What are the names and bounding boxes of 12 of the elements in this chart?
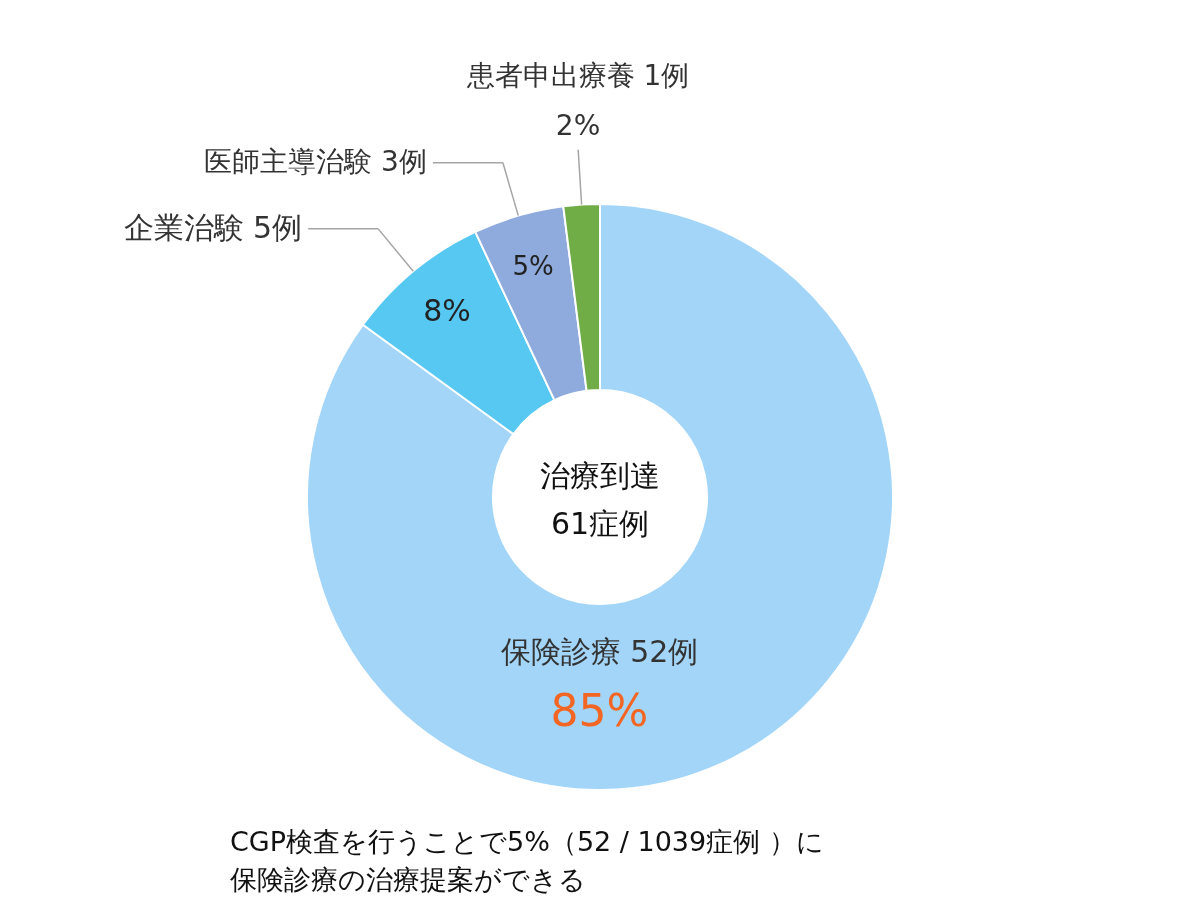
slice-label: 患者申出療養 1例 <box>465 59 690 92</box>
data-label: 5% <box>512 250 554 281</box>
data-label: 8% <box>423 293 471 329</box>
donut-slice <box>306 203 894 791</box>
slice-label: 保険診療 52例 <box>500 633 699 669</box>
text: 保険診療の治療提案ができる <box>230 864 586 895</box>
data-label: 2% <box>555 109 601 142</box>
slice-label: 企業治験 5例 <box>123 209 303 245</box>
data-label: 85% <box>550 684 649 736</box>
text: 治療到達 61症例 <box>540 458 660 541</box>
slice-label: 医師主導治験 3例 <box>204 144 427 178</box>
text: CGP検査を行うことで5%（52 / 1039症例 ）に <box>230 826 824 857</box>
